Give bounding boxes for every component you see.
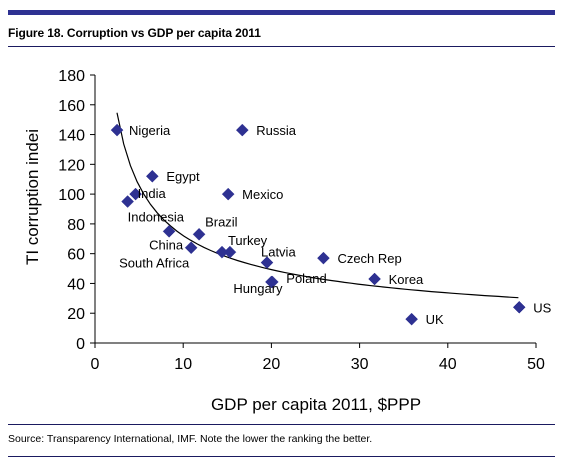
point-label: Indonesia [128, 210, 185, 225]
point-label: China [149, 237, 184, 252]
y-tick-label: 20 [67, 306, 85, 323]
point-label: Turkey [228, 233, 268, 248]
point-label: South Africa [119, 256, 190, 271]
x-tick-label: 10 [174, 356, 192, 373]
source-note: Source: Transparency International, IMF.… [8, 433, 373, 445]
top-rule [8, 10, 555, 15]
x-tick-label: 50 [527, 356, 545, 373]
data-point [405, 312, 418, 326]
data-point [192, 227, 206, 241]
point-label: Mexico [242, 187, 283, 202]
data-point [145, 169, 159, 183]
point-label: Poland [286, 271, 326, 286]
point-label: Latvia [261, 245, 296, 260]
point-label: Korea [389, 272, 424, 287]
data-point [129, 187, 142, 201]
y-tick-label: 140 [58, 128, 85, 145]
data-point [121, 195, 134, 208]
y-tick-label: 40 [67, 276, 85, 293]
y-axis-label: TI corruption indei [23, 129, 42, 265]
data-point [512, 300, 526, 314]
point-label: UK [426, 312, 444, 327]
data-point [110, 123, 124, 137]
y-tick-label: 160 [58, 98, 85, 115]
source-divider [8, 424, 555, 425]
title-divider [8, 46, 555, 47]
data-point [260, 256, 274, 269]
point-label: Hungary [233, 281, 283, 296]
figure-title: Figure 18. Corruption vs GDP per capita … [8, 26, 261, 40]
point-label: Egypt [166, 169, 200, 184]
y-tick-label: 180 [58, 68, 85, 85]
data-point [215, 245, 229, 259]
point-label: Nigeria [129, 123, 171, 138]
data-point [368, 272, 381, 286]
y-tick-label: 0 [76, 336, 85, 353]
data-point [184, 241, 198, 255]
y-tick-label: 100 [58, 187, 85, 204]
point-label: Russia [256, 123, 297, 138]
data-point [265, 275, 279, 289]
x-tick-label: 30 [351, 356, 369, 373]
x-tick-label: 0 [91, 356, 100, 373]
chart-axes: 0 20 40 60 80 100 120 140 160 180 0 10 20 30 40 50 [58, 68, 545, 373]
bottom-rule [8, 456, 555, 457]
point-label: India [138, 186, 167, 201]
trendline [116, 112, 519, 299]
point-label: Czech Rep [337, 251, 401, 266]
data-point [162, 224, 176, 238]
x-axis-label: GDP per capita 2011, $PPP [211, 395, 421, 414]
points-layer [110, 123, 526, 326]
data-point [235, 123, 249, 137]
point-label: Brazil [205, 214, 238, 229]
data-point [221, 187, 235, 201]
point-labels-layer: Nigeria Russia Egypt Mexico India Indonesia Br… [119, 123, 551, 327]
y-tick-label: 120 [58, 157, 85, 174]
data-point [317, 251, 330, 265]
point-label: US [533, 300, 551, 315]
y-tick-label: 60 [67, 247, 85, 264]
x-tick-label: 20 [263, 356, 281, 373]
y-tick-label: 80 [67, 217, 85, 234]
x-tick-label: 40 [439, 356, 457, 373]
trendline-layer [116, 112, 519, 299]
